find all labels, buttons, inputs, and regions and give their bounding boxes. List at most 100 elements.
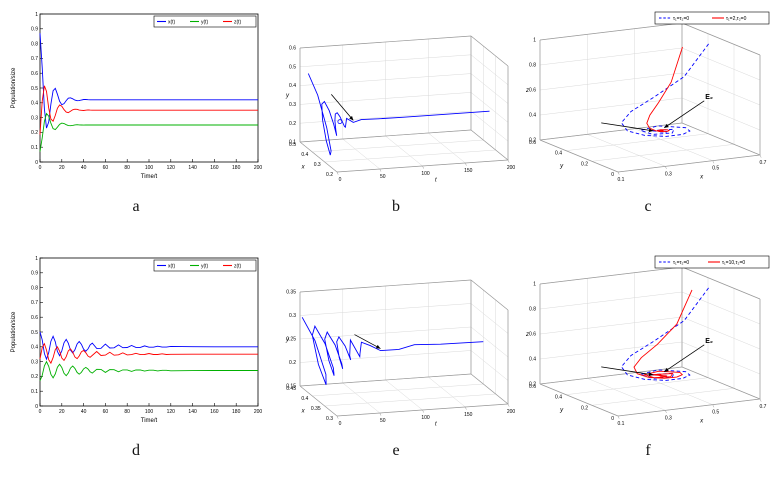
svg-text:0.5: 0.5 [31,330,38,336]
svg-text:0.35: 0.35 [311,406,321,412]
svg-text:0.4: 0.4 [301,152,308,158]
svg-text:0.2: 0.2 [529,382,536,388]
svg-text:40: 40 [81,165,87,171]
svg-text:140: 140 [188,409,197,415]
series-lines [307,73,490,156]
svg-text:200: 200 [254,165,263,171]
svg-text:0.5: 0.5 [289,142,296,148]
plot-f-3d-phase: 0.10.30.50.700.20.40.60.20.40.60.81xyzE₂… [525,255,770,427]
svg-text:x(t): x(t) [168,264,176,270]
svg-text:0: 0 [611,172,614,178]
x-axis-label: Time/t [141,418,158,424]
series-lines [620,287,709,381]
svg-text:140: 140 [188,165,197,171]
u-axis-label: t [435,177,437,183]
v-axis-label: x [301,165,306,171]
svg-text:80: 80 [124,409,130,415]
u-axis-label: t [435,421,437,427]
svg-text:100: 100 [421,171,430,177]
panel-b: 0 50 100 150 200 0.2 0.3 0.4 0.5 0.1 0.2 0.3 0.4 0.5 0… [272,4,520,216]
svg-text:0: 0 [339,177,342,183]
u-axis-label: x [699,175,704,181]
w-axis-label: z [525,88,529,94]
svg-text:1: 1 [35,12,38,18]
series-x(t) [39,331,258,361]
plot-f-content: 0.10.30.50.700.20.40.60.20.40.60.81xyzE₂… [525,255,770,427]
svg-text:0.8: 0.8 [31,285,38,291]
svg-text:100: 100 [145,165,154,171]
series-tau1=tau2=0 [620,43,709,137]
svg-text:0.6: 0.6 [529,140,536,146]
w-axis-label: y [285,93,290,99]
svg-text:0.2: 0.2 [326,172,333,178]
y-axis-label: Population/size [11,311,17,352]
svg-text:0.3: 0.3 [31,115,38,121]
svg-text:0.6: 0.6 [31,315,38,321]
svg-text:160: 160 [210,165,219,171]
u-axis-label: x [699,419,704,425]
svg-text:0.2: 0.2 [581,405,588,411]
svg-text:0.7: 0.7 [760,160,767,166]
svg-text:0.4: 0.4 [31,345,38,351]
series-tau1=10,tau2=0 [633,289,693,379]
legend: x(t) y(t) z(t) [153,259,257,272]
svg-text:150: 150 [464,168,473,174]
legend: τ₁=τ₂=0 τ₁=2,τ₂=0 [654,11,770,25]
svg-text:0.15: 0.15 [286,384,296,390]
plot-a-content: 0 20 40 60 80 100 120 140 160 180 200 0 0.1 0.2 0.3 0.4… [11,12,262,180]
svg-text:y(t): y(t) [201,264,209,270]
svg-text:0.3: 0.3 [665,171,672,177]
svg-text:0: 0 [35,160,38,166]
panel-a: 0 20 40 60 80 100 120 140 160 180 200 0 0.1 0.2 0.3 0.4… [6,4,266,216]
svg-text:0: 0 [35,404,38,410]
svg-text:0.1: 0.1 [31,145,38,151]
svg-text:0.4: 0.4 [529,357,536,363]
series-x(t) [39,33,258,129]
svg-text:0: 0 [39,165,42,171]
legend: x(t) y(t) z(t) [153,15,257,28]
svg-text:0.1: 0.1 [618,421,625,427]
svg-text:τ₁=2,τ₂=0: τ₁=2,τ₂=0 [726,16,747,22]
series-lines [39,331,258,381]
series-tau1=tau2=0 [620,287,709,381]
series-y(t) [39,360,258,381]
svg-text:0.3: 0.3 [326,416,333,422]
svg-text:0.8: 0.8 [529,63,536,69]
svg-text:0.4: 0.4 [555,151,562,157]
svg-text:0.2: 0.2 [581,161,588,167]
svg-text:x(t): x(t) [168,20,176,26]
svg-text:0.5: 0.5 [712,166,719,172]
x-axis-label: Time/t [141,174,158,180]
svg-text:τ₁=τ₂=0: τ₁=τ₂=0 [673,260,689,266]
series-lines [620,43,709,137]
svg-text:0.2: 0.2 [289,360,296,366]
svg-text:0.8: 0.8 [31,41,38,47]
legend: τ₁=τ₂=0 τ₁=10,τ₂=0 [654,255,770,269]
plot-e-content: 0 50 100 150 2000.30.350.40.450.150.20.250.3… [285,279,515,427]
svg-text:80: 80 [124,165,130,171]
svg-text:0.6: 0.6 [529,332,536,338]
svg-text:0.25: 0.25 [286,337,296,343]
svg-text:0.45: 0.45 [286,386,296,392]
svg-text:0.6: 0.6 [289,46,296,52]
svg-text:60: 60 [103,165,109,171]
svg-text:0.3: 0.3 [289,313,296,319]
panel-e: 0 50 100 150 200 0.3 0.35 0.4 0.45 0.15 0.2 0.25 0.3… [272,248,520,460]
svg-text:180: 180 [232,165,241,171]
svg-text:0.2: 0.2 [529,138,536,144]
svg-text:0.4: 0.4 [529,113,536,119]
svg-text:0.4: 0.4 [31,101,38,107]
w-axis-label: y [285,337,290,343]
svg-text:0.2: 0.2 [31,374,38,380]
series-tau1=2,tau2=0 [646,46,683,133]
svg-text:τ₁=τ₂=0: τ₁=τ₂=0 [673,16,689,22]
svg-text:100: 100 [421,415,430,421]
svg-text:120: 120 [167,165,176,171]
plot-b-3d-trajectory: 0 50 100 150 2000.20.30.40.50.10.20.30.40.50… [285,35,515,183]
svg-text:0.6: 0.6 [529,384,536,390]
svg-text:1: 1 [533,282,536,288]
svg-text:0.1: 0.1 [618,177,625,183]
panel-f: 0.1 0.3 0.5 0.7 0 0.2 0.4 0.6 0.2 0.4 0.6 0.8 1 x y z E₂… [522,248,774,460]
svg-text:0: 0 [39,409,42,415]
panel-a-letter: a [132,198,140,215]
